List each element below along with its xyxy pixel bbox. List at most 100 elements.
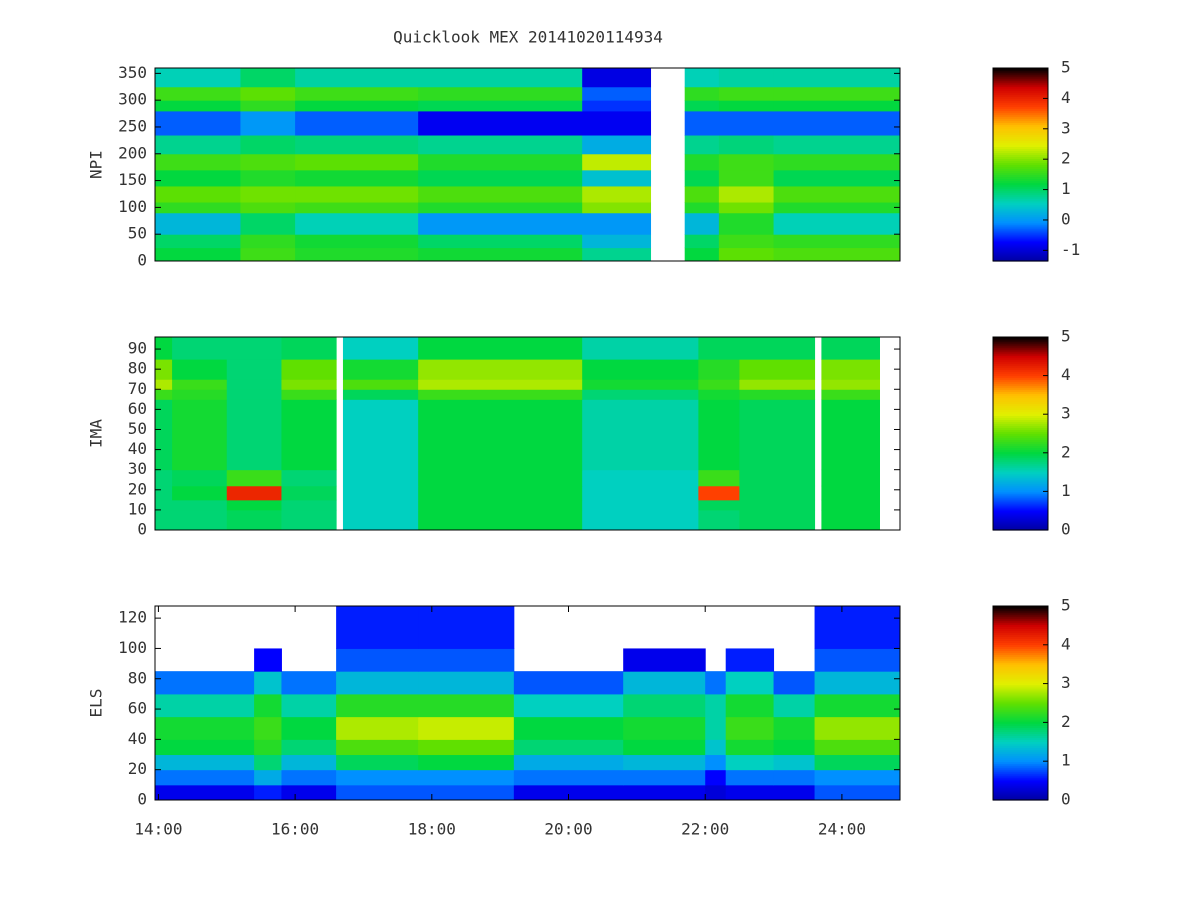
colorbar-segment xyxy=(993,455,1048,459)
colorbar-tick-label: 0 xyxy=(1061,790,1071,809)
heatmap-cell xyxy=(725,671,775,695)
heatmap-cell xyxy=(705,716,727,740)
x-tick-label: 18:00 xyxy=(408,820,456,839)
heatmap-cell xyxy=(718,212,775,235)
colorbar-segment xyxy=(993,769,1048,773)
colorbar-segment xyxy=(993,606,1048,609)
y-tick-label: 0 xyxy=(137,520,147,539)
colorbar-segment xyxy=(993,393,1048,396)
colorbar-segment xyxy=(993,680,1048,684)
colorbar-segment xyxy=(993,172,1048,176)
colorbar-segment xyxy=(993,713,1048,716)
heatmap-cell xyxy=(226,379,282,390)
y-axis-label: ELS xyxy=(87,689,106,718)
colorbar-segment xyxy=(993,435,1048,439)
colorbar-segment xyxy=(993,709,1048,712)
heatmap-cell xyxy=(172,337,228,360)
colorbar-segment xyxy=(993,491,1048,495)
heatmap-cell xyxy=(814,769,901,786)
heatmap-cell xyxy=(513,693,624,718)
colorbar-segment xyxy=(993,160,1048,164)
colorbar-tick-label: 2 xyxy=(1061,712,1071,731)
colorbar-tick-label: 0 xyxy=(1061,209,1071,228)
colorbar-segment xyxy=(993,345,1048,348)
y-tick-label: 20 xyxy=(128,479,147,498)
colorbar-segment xyxy=(993,666,1048,670)
y-tick-label: 150 xyxy=(118,170,147,189)
colorbar-segment xyxy=(993,106,1048,109)
heatmap-cell xyxy=(418,693,515,718)
heatmap-cell xyxy=(814,648,901,672)
heatmap-cell xyxy=(226,337,282,360)
heatmap-cell xyxy=(582,469,699,487)
plot-frame xyxy=(154,605,901,801)
heatmap-cell xyxy=(418,234,583,249)
colorbar-segment xyxy=(993,170,1048,174)
heatmap-cell xyxy=(281,485,337,501)
heatmap-cell xyxy=(155,379,173,390)
colorbar-segment xyxy=(993,240,1048,244)
colorbar-segment xyxy=(993,246,1048,250)
heatmap-cell xyxy=(821,485,880,501)
y-tick-label: 40 xyxy=(128,439,147,458)
heatmap-cell xyxy=(155,359,173,380)
colorbar-segment xyxy=(993,184,1048,188)
colorbar-segment xyxy=(993,707,1048,710)
heatmap-cell xyxy=(336,671,419,695)
colorbar-segment xyxy=(993,789,1048,793)
colorbar-segment xyxy=(993,403,1048,406)
heatmap-cell xyxy=(418,359,583,380)
colorbar-segment xyxy=(993,745,1048,749)
heatmap-cell xyxy=(295,100,419,112)
colorbar-segment xyxy=(993,731,1048,734)
heatmap-cell xyxy=(582,337,699,360)
heatmap-cell xyxy=(342,399,419,471)
colorbar-segment xyxy=(993,648,1048,652)
heatmap-cell xyxy=(418,379,583,390)
colorbar-segment xyxy=(993,102,1048,105)
colorbar-segment xyxy=(993,98,1048,101)
colorbar-segment xyxy=(993,419,1048,423)
heatmap-cell xyxy=(281,784,337,801)
heatmap-cell xyxy=(418,135,583,155)
heatmap-cell xyxy=(295,234,419,249)
y-tick-label: 300 xyxy=(118,90,147,109)
colorbar-tick-label: 3 xyxy=(1061,673,1071,692)
x-tick-label: 16:00 xyxy=(271,820,319,839)
heatmap-cell xyxy=(698,379,740,390)
heatmap-cell xyxy=(582,234,652,249)
colorbar-segment xyxy=(993,178,1048,182)
heatmap-cell xyxy=(718,86,775,101)
colorbar-segment xyxy=(993,757,1048,761)
colorbar-segment xyxy=(993,471,1048,475)
colorbar-segment xyxy=(993,656,1048,660)
heatmap-cell xyxy=(582,169,652,187)
heatmap-cell xyxy=(155,509,173,531)
heatmap-cell xyxy=(513,784,624,801)
colorbar-segment xyxy=(993,192,1048,196)
heatmap-cell xyxy=(705,769,727,786)
heatmap-cell xyxy=(155,716,255,740)
y-tick-label: 10 xyxy=(128,499,147,518)
heatmap-cell xyxy=(684,169,720,187)
colorbar-segment xyxy=(993,68,1048,71)
y-axis-label: IMA xyxy=(87,419,106,448)
heatmap-cell xyxy=(155,185,241,203)
colorbar-tick-label: 5 xyxy=(1061,596,1071,615)
heatmap-cell xyxy=(684,234,720,249)
colorbar-segment xyxy=(993,108,1048,111)
colorbar-segment xyxy=(993,735,1048,738)
colorbar-segment xyxy=(993,144,1048,148)
colorbar-segment xyxy=(993,765,1048,769)
heatmap-cell xyxy=(281,739,337,756)
heatmap-cell xyxy=(684,100,720,112)
heatmap-cell xyxy=(155,739,255,756)
heatmap-cell xyxy=(418,100,583,112)
heatmap-cell xyxy=(240,169,296,187)
colorbar-segment xyxy=(993,347,1048,350)
colorbar-segment xyxy=(993,481,1048,485)
colorbar-segment xyxy=(993,610,1048,613)
heatmap-cell xyxy=(698,359,740,380)
heatmap-cell xyxy=(240,202,296,214)
heatmap-cell xyxy=(342,359,419,380)
